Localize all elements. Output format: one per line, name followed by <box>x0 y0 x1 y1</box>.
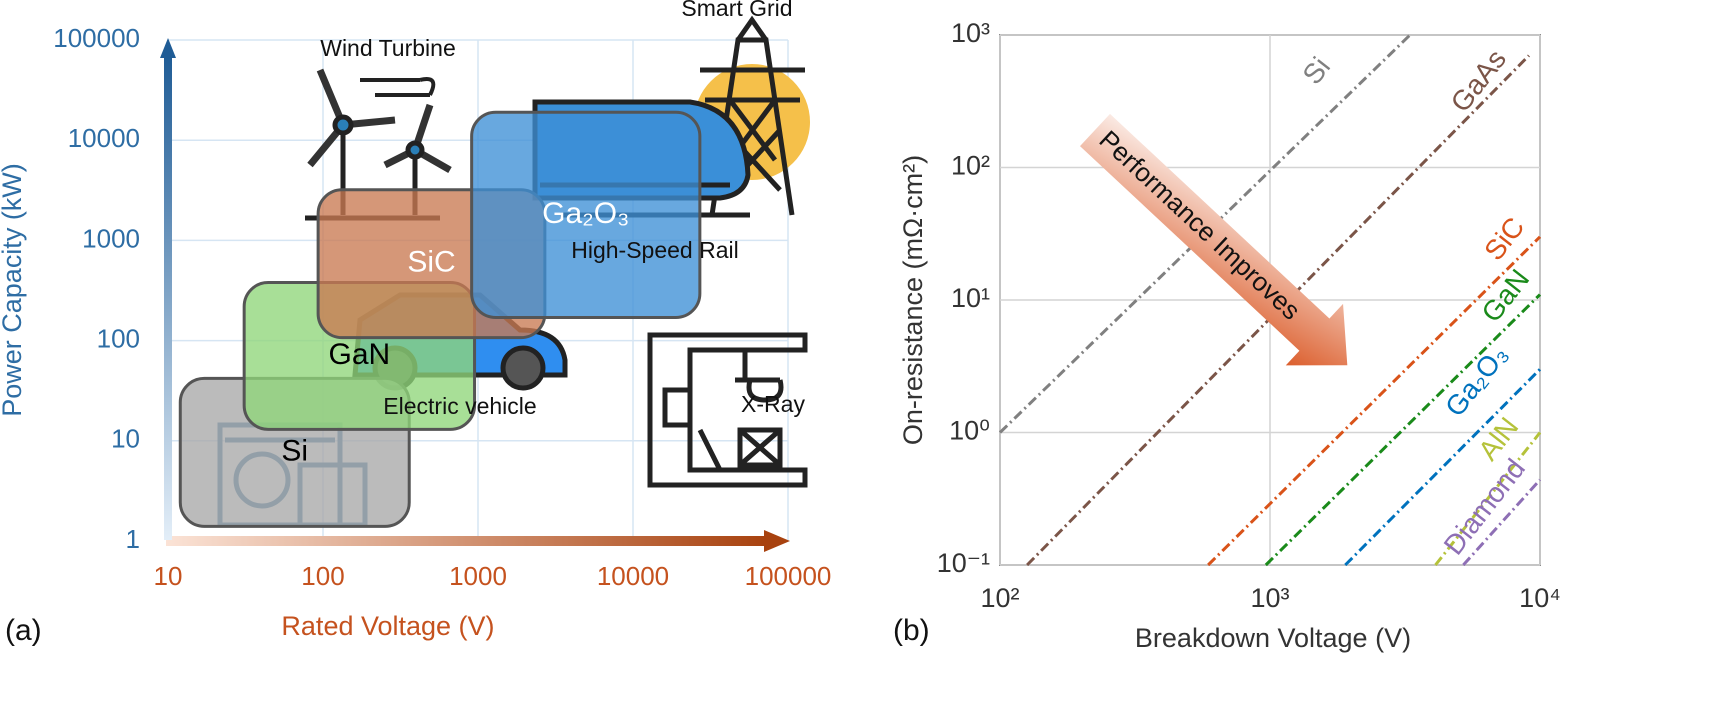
performance-arrow: Performance Improves <box>1079 113 1348 366</box>
x-axis-label: Rated Voltage (V) <box>281 611 494 641</box>
y-tick-label: 10³ <box>951 18 990 48</box>
region-label: Ga₂O₃ <box>542 197 629 230</box>
region-label: GaN <box>329 338 391 371</box>
application-label: Wind Turbine <box>320 35 456 61</box>
x-arrow-head <box>764 530 790 552</box>
y-tick-label: 10² <box>951 151 990 181</box>
series-line <box>1264 293 1542 567</box>
panel-label: (b) <box>893 614 930 647</box>
series-label: Si <box>1296 51 1336 90</box>
y-tick-label: 1 <box>126 524 140 554</box>
application-label: High-Speed Rail <box>571 237 738 263</box>
series-line <box>1207 235 1542 567</box>
series-label: SiC <box>1478 211 1530 266</box>
y-tick-label: 10¹ <box>951 283 990 313</box>
y-tick-label: 10⁻¹ <box>937 548 990 578</box>
x-tick-label: 100 <box>301 561 344 591</box>
region-label: SiC <box>407 246 455 279</box>
x-tick-label: 10 <box>154 561 183 591</box>
x-tick-label: 100000 <box>745 561 832 591</box>
series-label: Ga₂O₃ <box>1439 339 1514 422</box>
application-label: X-Ray <box>741 391 805 417</box>
y-tick-label: 10 <box>111 424 140 454</box>
grid-b <box>999 34 1541 566</box>
x-tick-label: 1000 <box>449 561 507 591</box>
y-tick-label: 100 <box>97 323 140 353</box>
annotation: Performance Improves <box>1094 124 1307 325</box>
x-axis-label: Breakdown Voltage (V) <box>1135 623 1411 653</box>
application-label: Electric vehicle <box>383 393 536 419</box>
application-label: Smart Grid <box>681 0 792 21</box>
x-tick-label: 10⁴ <box>1519 583 1561 613</box>
series-label: GaN <box>1475 263 1535 327</box>
region <box>470 110 702 320</box>
y-tick-label: 1000 <box>82 223 140 253</box>
panel-label: (a) <box>5 614 42 647</box>
series-line <box>1462 478 1542 567</box>
series-label: Diamond <box>1438 453 1531 560</box>
y-axis-label: Power Capacity (kW) <box>0 163 27 417</box>
y-arrow-head <box>160 38 176 58</box>
y-tick-label: 10000 <box>68 123 140 153</box>
x-tick-label: 10000 <box>597 561 669 591</box>
x-axis-arrow <box>166 536 766 546</box>
region-label: Si <box>281 434 308 467</box>
series-line <box>1434 431 1542 566</box>
y-axis-arrow <box>164 55 172 540</box>
y-tick-label: 10⁰ <box>949 416 990 446</box>
y-axis-label: On-resistance (mΩ·cm²) <box>898 155 928 445</box>
series-label: AlN <box>1472 411 1524 466</box>
series-line <box>1026 54 1531 567</box>
x-tick-label: 10² <box>980 583 1019 613</box>
x-tick-label: 10³ <box>1250 583 1289 613</box>
y-tick-label: 100000 <box>53 23 140 53</box>
regions: Si GaN SiC Ga₂O₃ Wind Turbine Smart Grid High-… <box>178 0 805 528</box>
series-line <box>1344 368 1542 567</box>
